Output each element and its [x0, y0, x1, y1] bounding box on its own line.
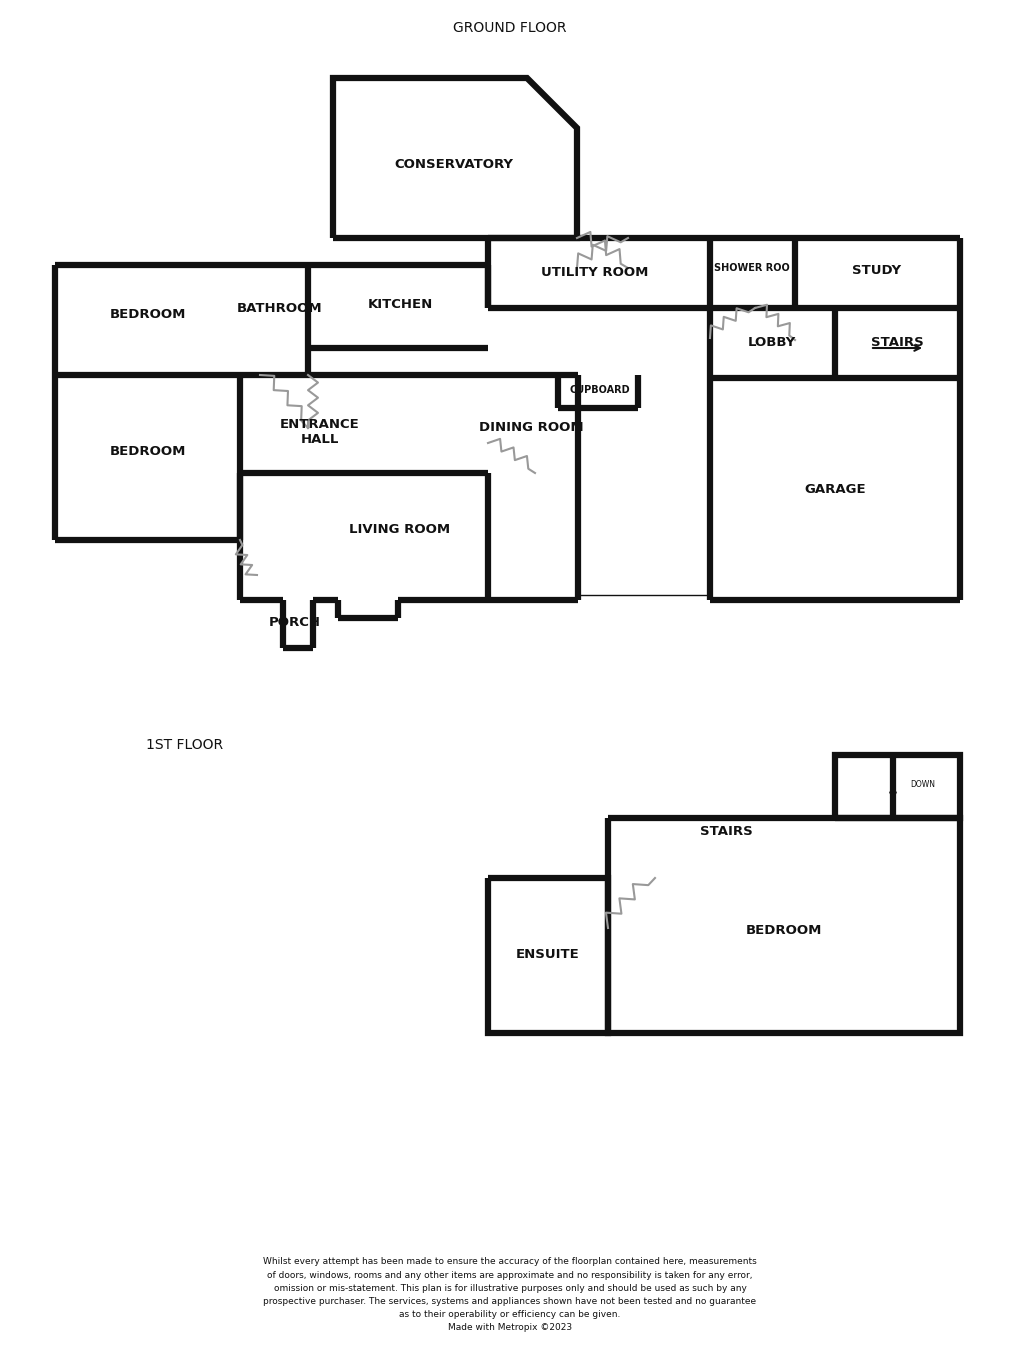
Text: CONSERVATORY: CONSERVATORY	[394, 159, 513, 171]
Text: BEDROOM: BEDROOM	[110, 446, 186, 458]
Text: DOWN: DOWN	[909, 781, 934, 790]
Text: SHOWER ROO: SHOWER ROO	[713, 262, 789, 273]
Text: DINING ROOM: DINING ROOM	[478, 422, 583, 434]
Text: CUPBOARD: CUPBOARD	[570, 385, 630, 394]
Text: ENSUITE: ENSUITE	[516, 948, 580, 962]
Text: 1ST FLOOR: 1ST FLOOR	[147, 738, 223, 752]
Text: STAIRS: STAIRS	[699, 826, 752, 839]
Text: KITCHEN: KITCHEN	[367, 298, 432, 311]
Text: BEDROOM: BEDROOM	[745, 923, 821, 937]
Text: STUDY: STUDY	[852, 264, 901, 276]
Text: GARAGE: GARAGE	[803, 484, 865, 496]
Text: Whilst every attempt has been made to ensure the accuracy of the floorplan conta: Whilst every attempt has been made to en…	[263, 1258, 756, 1333]
Text: BEDROOM: BEDROOM	[110, 309, 186, 321]
Text: UTILITY ROOM: UTILITY ROOM	[541, 265, 648, 279]
Text: STAIRS: STAIRS	[870, 336, 922, 350]
Text: ENTRANCE
HALL: ENTRANCE HALL	[280, 418, 360, 446]
Text: GROUND FLOOR: GROUND FLOOR	[452, 20, 567, 35]
Text: BATHROOM: BATHROOM	[237, 302, 322, 314]
Text: PORCH: PORCH	[269, 616, 321, 630]
Text: LIVING ROOM: LIVING ROOM	[350, 524, 450, 536]
Text: LOBBY: LOBBY	[747, 336, 796, 350]
